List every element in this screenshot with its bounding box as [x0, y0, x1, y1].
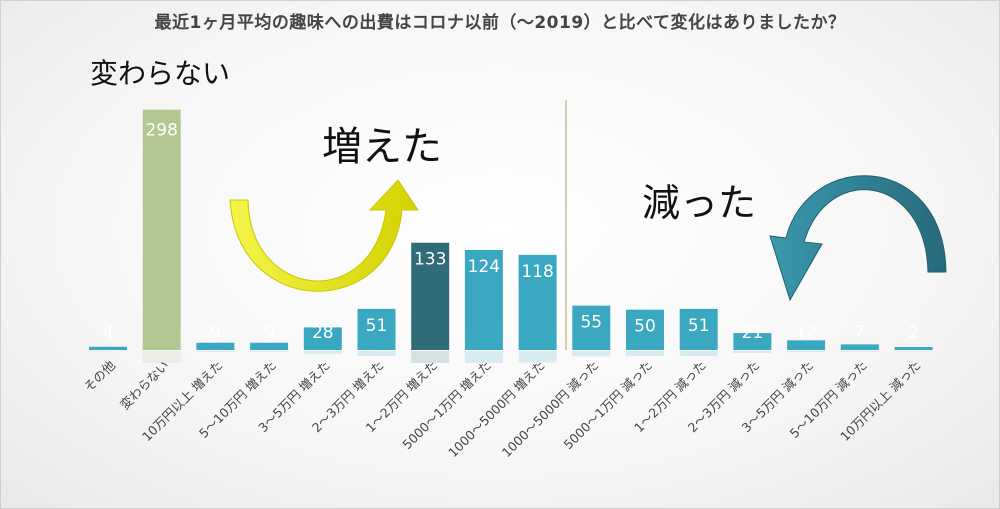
bar-reflection	[196, 351, 235, 352]
value-label: 55	[580, 313, 602, 333]
bar-reflection	[787, 351, 826, 353]
bar-reflection	[250, 351, 289, 352]
value-label: 124	[468, 257, 500, 277]
value-label: 50	[634, 317, 656, 337]
bar	[894, 347, 933, 350]
category-label: 変わらない	[117, 358, 172, 413]
annotation-increased: 増えた	[322, 124, 442, 170]
bar	[142, 109, 181, 350]
value-label: 21	[742, 323, 764, 343]
bar-reflection	[733, 351, 772, 354]
bar	[357, 308, 396, 350]
value-label: 51	[688, 316, 710, 336]
bar-reflection	[626, 351, 664, 356]
value-label: 51	[366, 316, 388, 336]
bar	[679, 308, 718, 350]
value-label: 9	[210, 323, 221, 343]
bars-group	[89, 109, 933, 350]
bar	[733, 333, 772, 350]
value-label: 4	[103, 323, 114, 343]
annotation-decreased: 減った	[642, 181, 756, 225]
bar-reflection	[303, 351, 342, 354]
bar-reflection	[357, 351, 396, 356]
value-label: 133	[414, 250, 446, 270]
value-label: 9	[264, 323, 275, 343]
value-label: 298	[145, 121, 177, 141]
value-labels-group: 4 298 9 9 28 51 133 124 118 55 50 51 21 12 7 2	[103, 121, 919, 343]
bar	[411, 242, 450, 350]
bar	[840, 344, 879, 350]
bar-reflection	[464, 351, 503, 363]
bar-reflection	[518, 351, 557, 363]
bar-reflection	[840, 351, 879, 352]
bar	[196, 342, 235, 350]
bar	[303, 327, 342, 350]
value-label: 118	[521, 262, 553, 282]
bar	[626, 309, 664, 350]
bar	[464, 250, 503, 350]
value-label: 28	[312, 323, 334, 343]
bar	[250, 342, 289, 350]
bar	[572, 305, 611, 350]
bar-reflection	[572, 351, 611, 357]
category-label: 1000～5000円 減った	[499, 358, 602, 461]
category-label: 5000～1万円 増えた	[399, 358, 494, 453]
decrease-arrow-icon	[769, 175, 947, 302]
increase-arrow-icon	[229, 179, 419, 292]
value-label: 2	[908, 323, 919, 343]
chart-title: 最近1ヶ月平均の趣味への出費はコロナ以前（～2019）と比べて変化はありましたか…	[154, 13, 846, 33]
bar	[89, 346, 127, 350]
bar-reflection	[679, 351, 718, 356]
annotation-unchanged: 変わらない	[90, 57, 230, 90]
category-label: 1000～5000円 増えた	[445, 358, 548, 461]
bar-reflection	[142, 351, 181, 363]
value-label: 12	[795, 323, 817, 343]
bar	[518, 254, 557, 350]
bar-reflection	[411, 351, 450, 363]
bar-reflections	[89, 351, 933, 363]
bar	[787, 340, 826, 350]
category-label: その他	[81, 357, 118, 394]
category-label: 5000～1万円 減った	[561, 358, 656, 453]
value-label: 7	[854, 323, 865, 343]
